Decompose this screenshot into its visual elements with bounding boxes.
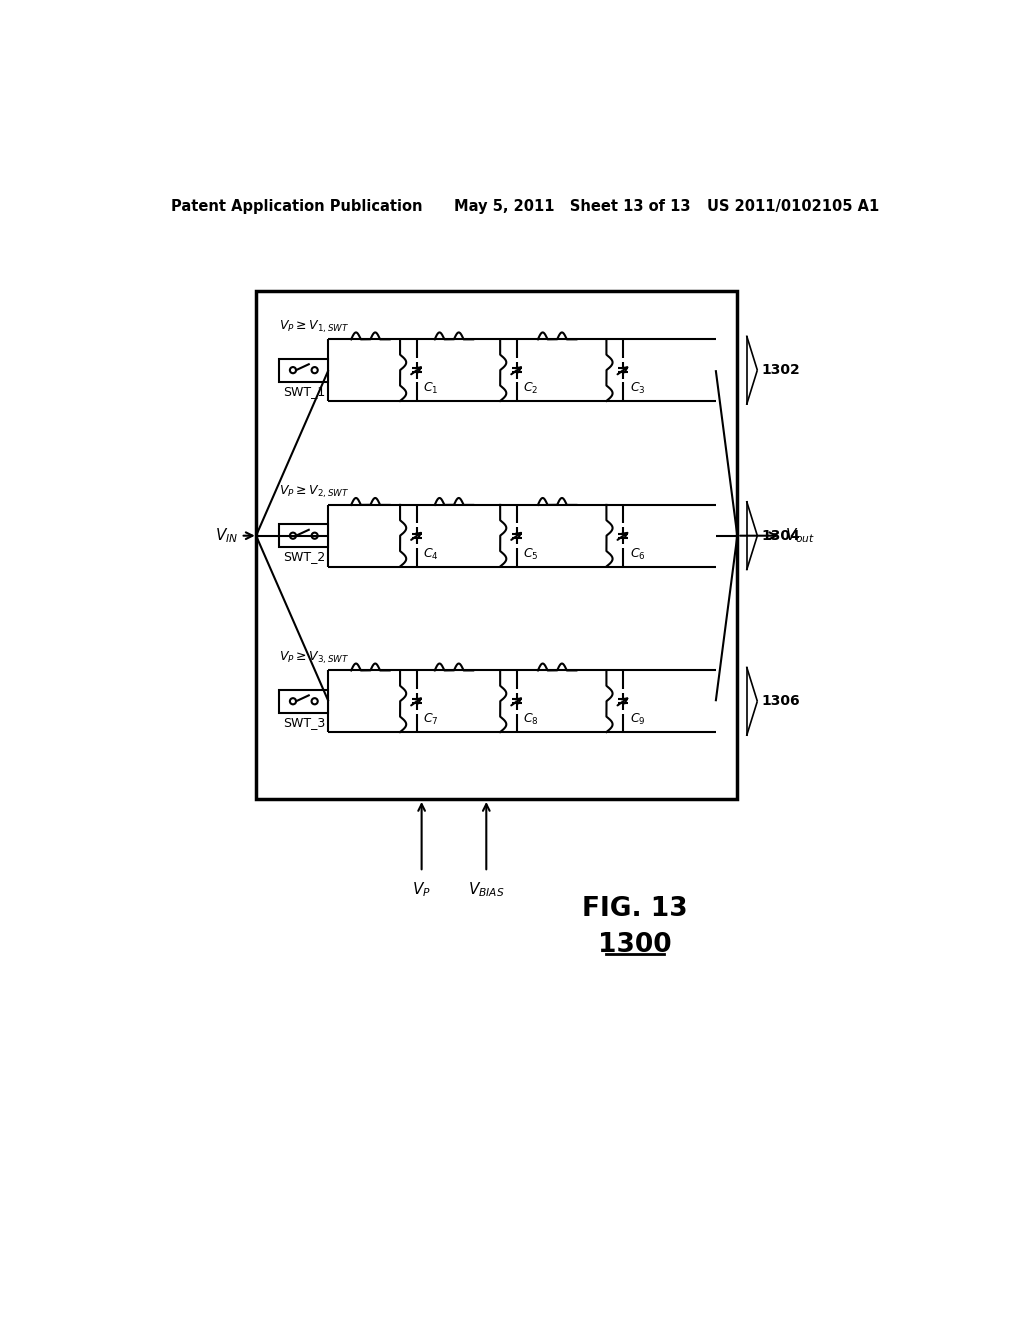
Text: $C_8$: $C_8$ — [523, 711, 539, 727]
Text: $V_{IN}$: $V_{IN}$ — [215, 527, 239, 545]
Text: $C_6$: $C_6$ — [630, 546, 645, 561]
Bar — [280, 524, 329, 548]
Text: 1300: 1300 — [598, 932, 672, 957]
Text: 1304: 1304 — [761, 529, 800, 543]
Text: SWT_3: SWT_3 — [283, 715, 325, 729]
Bar — [280, 689, 329, 713]
Text: Patent Application Publication: Patent Application Publication — [171, 198, 422, 214]
Text: $V_P \geq V_{3,SWT}$: $V_P \geq V_{3,SWT}$ — [280, 649, 349, 665]
Text: May 5, 2011   Sheet 13 of 13: May 5, 2011 Sheet 13 of 13 — [454, 198, 690, 214]
Text: $V_P$: $V_P$ — [413, 880, 431, 899]
Text: $V_P \geq V_{1,SWT}$: $V_P \geq V_{1,SWT}$ — [280, 318, 349, 335]
Text: 1302: 1302 — [761, 363, 800, 378]
Text: $C_2$: $C_2$ — [523, 381, 539, 396]
Bar — [280, 359, 329, 381]
Text: 1306: 1306 — [761, 694, 800, 709]
Text: $C_1$: $C_1$ — [423, 381, 438, 396]
Text: $C_7$: $C_7$ — [423, 711, 438, 727]
Text: $C_3$: $C_3$ — [630, 381, 645, 396]
Text: US 2011/0102105 A1: US 2011/0102105 A1 — [707, 198, 879, 214]
Text: SWT_1: SWT_1 — [283, 385, 325, 397]
Bar — [256, 290, 737, 799]
Text: $C_4$: $C_4$ — [423, 546, 439, 561]
Text: SWT_2: SWT_2 — [283, 550, 325, 564]
Text: $V_{out}$: $V_{out}$ — [785, 527, 815, 545]
Text: FIG. 13: FIG. 13 — [582, 896, 688, 923]
Text: $C_5$: $C_5$ — [523, 546, 539, 561]
Text: $C_9$: $C_9$ — [630, 711, 645, 727]
Text: $V_P \geq V_{2,SWT}$: $V_P \geq V_{2,SWT}$ — [280, 484, 349, 500]
Text: $V_{BIAS}$: $V_{BIAS}$ — [468, 880, 505, 899]
